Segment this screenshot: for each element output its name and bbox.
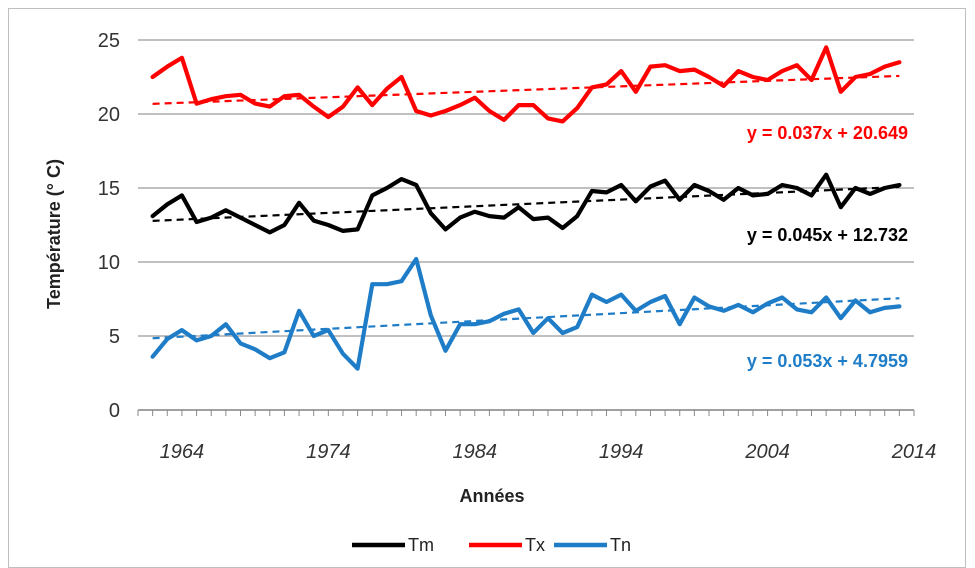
trendline-tm [152, 185, 900, 222]
axes [137, 409, 915, 416]
y-tick-label: 25 [98, 30, 120, 52]
legend-label: Tm [408, 535, 434, 555]
trendline-tx [152, 74, 900, 105]
legend: Tm Tx Tn [352, 535, 631, 555]
legend-item-tn: Tn [554, 535, 631, 555]
legend-label: Tx [525, 535, 545, 555]
x-axis-title: Années [459, 486, 524, 506]
trend-equation-tm: y = 0.045x + 12.732 [747, 225, 908, 245]
series-line-tm [150, 172, 902, 235]
trend-equation-tx: y = 0.037x + 20.649 [747, 123, 908, 143]
y-tick-label: 10 [98, 252, 120, 274]
y-tick-label: 5 [109, 326, 120, 348]
chart-frame: 0 5 10 15 20 25 1964 1974 1984 1994 2004 2014 y = 0… [8, 8, 966, 568]
x-tick-label: 1994 [599, 441, 644, 463]
legend-label: Tn [610, 535, 631, 555]
legend-item-tm: Tm [352, 535, 434, 555]
legend-item-tx: Tx [469, 535, 545, 555]
x-tick-label: 1964 [160, 441, 205, 463]
x-tick-label: 2004 [744, 441, 790, 463]
trend-equation-tn: y = 0.053x + 4.7959 [747, 351, 908, 371]
x-tick-label: 1984 [453, 441, 498, 463]
trendlines [152, 74, 900, 340]
trend-equations: y = 0.045x + 12.732 y = 0.037x + 20.649 y … [747, 123, 908, 371]
temperature-chart: 0 5 10 15 20 25 1964 1974 1984 1994 2004 2014 y = 0… [44, 30, 937, 555]
series-line-tn [150, 256, 902, 371]
series-lines [150, 45, 902, 371]
y-tick-label: 15 [98, 178, 120, 200]
y-tick-label: 0 [109, 400, 120, 422]
y-axis-title: Température (° C) [44, 159, 64, 309]
series-line-tx [150, 45, 902, 124]
x-tick-label: 1974 [306, 441, 351, 463]
x-tick-label: 2014 [891, 441, 937, 463]
y-tick-label: 20 [98, 104, 120, 126]
tick-labels: 0 5 10 15 20 25 1964 1974 1984 1994 2004 2014 [98, 30, 937, 463]
